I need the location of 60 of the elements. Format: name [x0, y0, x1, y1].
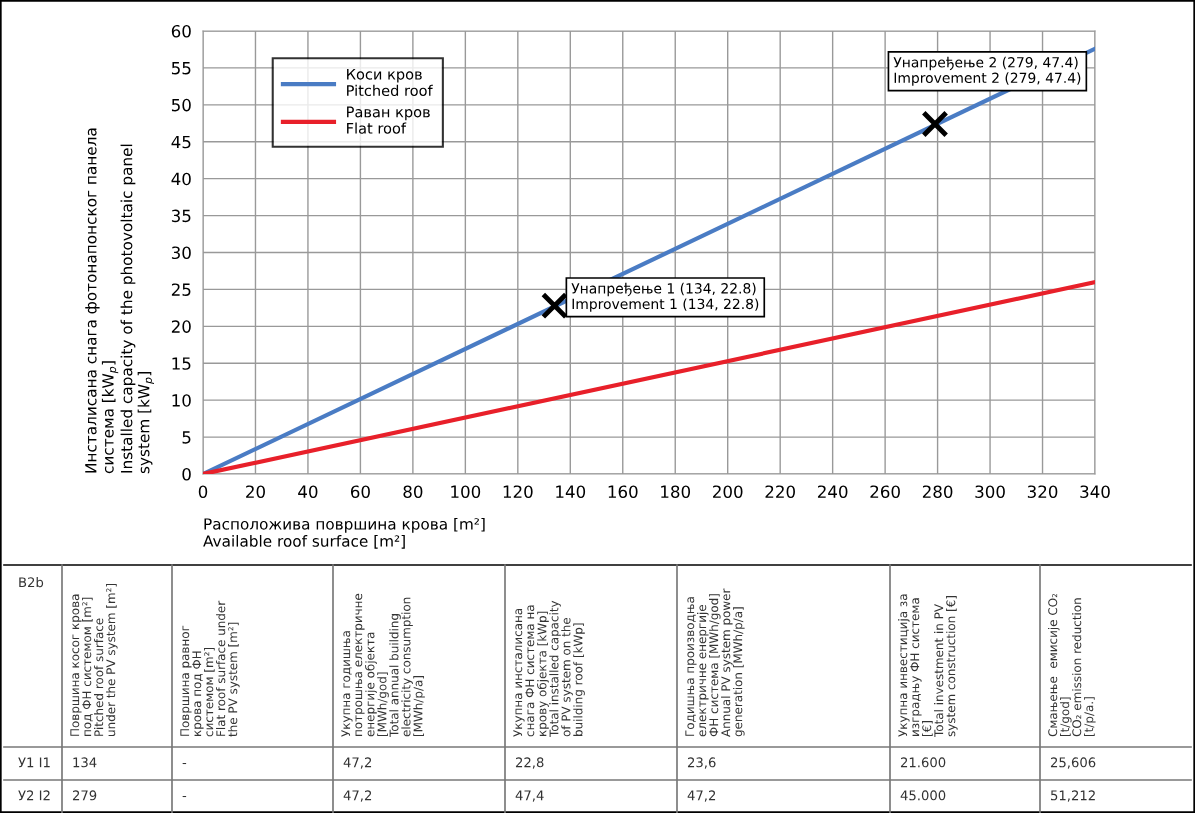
- x-tick-label: 160: [608, 485, 638, 499]
- text: 25,606: [1050, 757, 1096, 769]
- y-tick-label: 60: [171, 24, 191, 38]
- text: 47,2: [343, 757, 372, 769]
- x-tick-label: 120: [503, 485, 533, 499]
- text: B2b: [19, 577, 44, 588]
- x-tick-label: 280: [922, 485, 953, 499]
- x-tick-label: 80: [403, 485, 423, 499]
- x-tick-label: 20: [246, 485, 265, 499]
- text: 45.000: [900, 790, 946, 801]
- x-tick-label: 260: [870, 485, 900, 499]
- text: Укупна годишња потрошња електричне енергије објекта [MWh/god] Total annual building electricity consumption [MWh/p/a]: [341, 593, 425, 738]
- x-tick-label: 240: [817, 485, 848, 499]
- y-tick-label: 30: [171, 246, 191, 260]
- text: 47,4: [515, 790, 544, 802]
- annotation: Унапређење 2 (279, 47.4) Improvement 2 (279, 47.4): [893, 56, 1081, 86]
- text: -: [182, 796, 187, 798]
- text: -: [182, 763, 187, 765]
- text: 22,8: [515, 757, 544, 769]
- x-tick-label: 180: [661, 485, 691, 499]
- text: 21.600: [900, 757, 946, 768]
- text: 279: [72, 790, 97, 801]
- text: Укупна инсталисана снага ФН система на крову објекта [kWp] Total installed capacity of PV system on the building roof [kWp]: [513, 600, 585, 738]
- text: 23,6: [687, 757, 716, 769]
- y-tick-label: 45: [171, 135, 191, 149]
- x-axis-title: Расположива површина крова [m²] Available roof surface [m²]: [203, 517, 485, 549]
- y-tick-label: 5: [182, 431, 191, 444]
- text: Површина равног крова под ФН системом [m²] Flat roof surface under the PV system [m²]: [180, 600, 240, 737]
- text: 51,212: [1051, 790, 1095, 802]
- x-tick-label: 200: [713, 485, 743, 499]
- y-tick-label: 50: [171, 98, 191, 112]
- y-tick-label: 20: [171, 320, 191, 333]
- text: У2 I2: [18, 790, 50, 801]
- text: 134: [73, 757, 97, 768]
- text: У1 I1: [18, 757, 50, 768]
- x-tick-label: 60: [350, 485, 370, 499]
- legend-label: Раван кров Flat roof: [347, 106, 430, 134]
- text: Смањење емисије CO₂ [t/god] CO₂ emission reduction [t/p/a.]: [1048, 593, 1096, 737]
- x-tick-label: 340: [1080, 485, 1110, 499]
- text: 47,2: [343, 790, 372, 802]
- x-tick-label: 320: [1027, 485, 1058, 499]
- x-tick-label: 220: [765, 485, 795, 499]
- x-tick-label: 40: [298, 485, 318, 499]
- text: 47,2: [687, 790, 716, 802]
- y-tick-label: 40: [171, 172, 191, 186]
- text: Укупна инвестиција за изградњу ФН система [€] Total investment in PV system construction [€]: [898, 594, 958, 738]
- y-tick-label: 15: [172, 357, 191, 370]
- y-tick-label: 25: [171, 283, 191, 296]
- y-tick-label: 55: [171, 62, 191, 75]
- x-tick-label: 0: [198, 485, 208, 499]
- text: Површина косог крова под ФН системом [m²] Pitched roof surface under the PV system [m²]: [70, 583, 118, 736]
- legend-label: Коси кров Pitched roof: [347, 68, 433, 97]
- y-tick-label: 35: [171, 209, 191, 223]
- annotation: Унапређење 1 (134, 22.8) Improvement 1 (134, 22.8): [571, 282, 759, 312]
- x-tick-label: 100: [451, 485, 481, 499]
- y-tick-label: 10: [172, 394, 191, 407]
- x-tick-label: 140: [556, 485, 586, 499]
- y-axis-title: Инсталисана снага фотонапонског панела система [kW$_{p}$] Installed capacity of the photovoltaic panel system [kW$_{p}$]: [85, 128, 155, 474]
- x-tick-label: 300: [975, 485, 1005, 499]
- y-tick-label: 0: [182, 467, 191, 481]
